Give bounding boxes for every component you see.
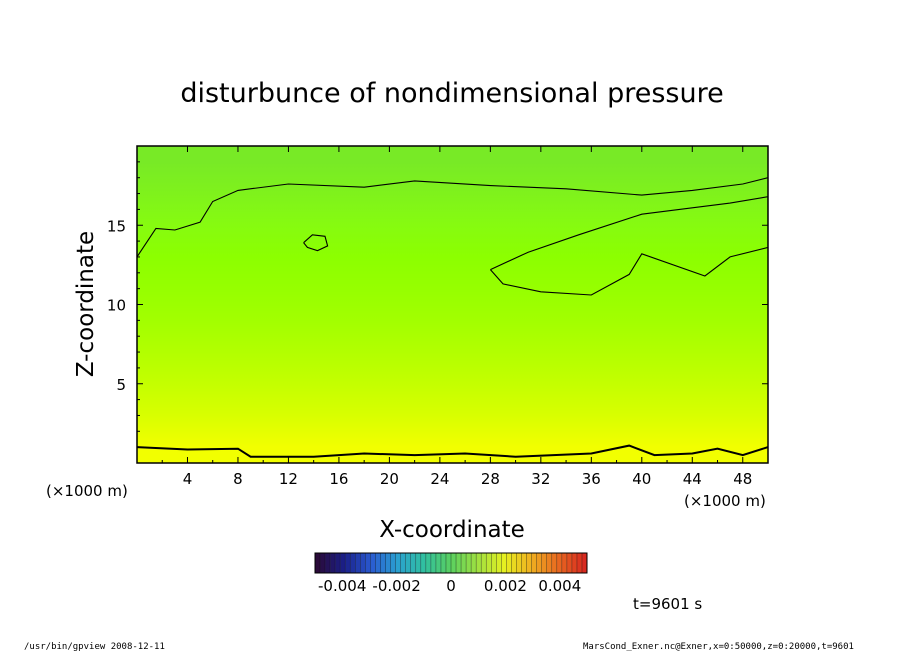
colorbar-cell	[576, 553, 582, 573]
colorbar-cell	[410, 553, 416, 573]
y-axis-label: Z-coordinate	[73, 231, 99, 377]
colorbar-cell	[350, 553, 356, 573]
colorbar-cell	[471, 553, 477, 573]
time-label: t=9601 s	[633, 595, 702, 613]
x-tick-label: 12	[279, 470, 298, 488]
colorbar-cell	[501, 553, 507, 573]
contour-lines	[137, 177, 768, 458]
colorbar-cell	[561, 553, 567, 573]
x-tick-label: 24	[430, 470, 449, 488]
colorbar-cell	[325, 553, 331, 573]
contour-bottom	[137, 444, 768, 458]
colorbar-cell	[395, 553, 401, 573]
chart-title: disturbunce of nondimensional pressure	[180, 78, 723, 109]
colorbar-cell	[315, 553, 321, 573]
x-tick-label: 16	[329, 470, 348, 488]
x-unit-left: (×1000 m)	[46, 482, 128, 500]
colorbar-cell	[425, 553, 431, 573]
colorbar-cell	[506, 553, 512, 573]
colorbar-cell	[345, 553, 351, 573]
colorbar-tick-label: 0.002	[484, 577, 527, 595]
colorbar-cell	[521, 553, 527, 573]
colorbar-cell	[496, 553, 502, 573]
colorbar-cell	[456, 553, 462, 573]
colorbar-cell	[481, 553, 487, 573]
colorbar-frame	[314, 552, 588, 574]
colorbar-tick-label: -0.002	[372, 577, 420, 595]
colorbar-cell	[571, 553, 577, 573]
y-axis-ticks: 5 10 15	[107, 161, 768, 448]
colorbar-tick-label: 0.004	[538, 577, 581, 595]
colorbar-cell	[491, 553, 497, 573]
contour-upper-left	[137, 177, 768, 258]
colorbar-cell	[375, 553, 381, 573]
colorbar-cell	[476, 553, 482, 573]
x-tick-label: 28	[481, 470, 500, 488]
x-tick-label: 8	[233, 470, 243, 488]
colorbar-cell	[340, 553, 346, 573]
colorbar-cell	[466, 553, 472, 573]
x-tick-label: 40	[632, 470, 651, 488]
colorbar-cell	[516, 553, 522, 573]
colorbar-cell	[320, 553, 326, 573]
x-tick-label: 36	[582, 470, 601, 488]
colorbar: -0.004 -0.002 0 0.002 0.004	[314, 552, 588, 595]
colorbar-cell	[551, 553, 557, 573]
colorbar-cell	[335, 553, 341, 573]
colorbar-cell	[541, 553, 547, 573]
colorbar-tick-label: -0.004	[318, 577, 366, 595]
colorbar-cell	[420, 553, 426, 573]
colorbar-cell	[405, 553, 411, 573]
x-tick-label: 4	[183, 470, 193, 488]
x-axis-label: X-coordinate	[379, 517, 525, 543]
colorbar-cell	[581, 553, 587, 573]
y-tick-label: 15	[107, 217, 126, 235]
colorbar-cell	[566, 553, 572, 573]
colorbar-cell	[385, 553, 391, 573]
x-tick-label: 32	[531, 470, 550, 488]
footer-left: /usr/bin/gpview 2008-12-11	[24, 642, 165, 652]
x-tick-label: 48	[733, 470, 752, 488]
colorbar-cell	[330, 553, 336, 573]
colorbar-cell	[435, 553, 441, 573]
contour-small-loop	[303, 234, 329, 252]
field-background	[137, 146, 768, 463]
colorbar-cells	[314, 553, 587, 573]
colorbar-labels: -0.004 -0.002 0 0.002 0.004	[318, 577, 581, 595]
x-tick-label: 20	[380, 470, 399, 488]
colorbar-cell	[440, 553, 446, 573]
colorbar-cell	[511, 553, 517, 573]
colorbar-cell	[526, 553, 532, 573]
colorbar-cell	[415, 553, 421, 573]
plot-area	[136, 145, 769, 464]
colorbar-cell	[546, 553, 552, 573]
colorbar-cell	[380, 553, 386, 573]
colorbar-cell	[370, 553, 376, 573]
colorbar-cell	[365, 553, 371, 573]
y-tick-label: 10	[107, 297, 126, 315]
colorbar-cell	[531, 553, 537, 573]
contour-right-blob	[489, 196, 768, 296]
colorbar-cell	[556, 553, 562, 573]
colorbar-cell	[430, 553, 436, 573]
colorbar-cell	[536, 553, 542, 573]
x-unit-right: (×1000 m)	[684, 492, 766, 510]
colorbar-cell	[355, 553, 361, 573]
colorbar-cell	[360, 553, 366, 573]
footer-right: MarsCond_Exner.nc@Exner,x=0:50000,z=0:20…	[583, 642, 854, 652]
colorbar-cell	[445, 553, 451, 573]
colorbar-cell	[486, 553, 492, 573]
x-axis-ticks: 4 8 12 16 20 24 28 32 36 40 44 48	[161, 146, 752, 488]
colorbar-cell	[451, 553, 457, 573]
x-tick-label: 44	[683, 470, 702, 488]
colorbar-cell	[400, 553, 406, 573]
colorbar-tick-label: 0	[446, 577, 456, 595]
y-tick-label: 5	[116, 376, 126, 394]
colorbar-cell	[390, 553, 396, 573]
colorbar-cell	[461, 553, 467, 573]
